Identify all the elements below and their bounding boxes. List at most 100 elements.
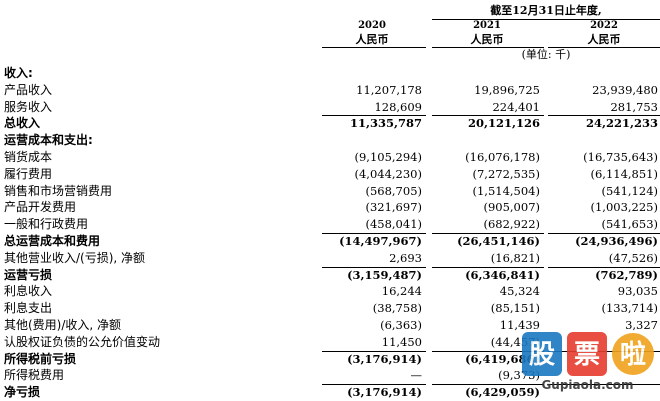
row-value-2021: (16,076,178) <box>465 149 540 164</box>
table-row: 其他营业收入/(亏损), 净额 2,693 (16,821) (47,526) <box>0 250 660 267</box>
row-value-2021: (682,922) <box>483 217 540 232</box>
year-2020: 2020 <box>358 20 386 31</box>
row-label: 服务收入 <box>4 99 53 114</box>
row-label: 其他营业收入/(亏损), 净额 <box>4 250 146 265</box>
table-row: 认股权证负债的公允价值变动 11,450 (44,457) <box>0 334 660 351</box>
row-value-2022: (6,114,851) <box>590 166 658 181</box>
row-value-2020: 11,335,787 <box>349 116 422 131</box>
row-label: 其他(费用)/收入, 净额 <box>4 317 122 332</box>
currency-rule-2021 <box>432 47 544 48</box>
row-value-2022: 3,327 <box>625 317 658 332</box>
row-value-2020: (458,041) <box>365 217 422 232</box>
row-label: 利息收入 <box>4 284 53 299</box>
row-value-2021: (905,007) <box>483 200 540 215</box>
table-row: 一般和行政费用 (458,041) (682,922) (541,653) <box>0 216 660 233</box>
unit-note: (单位: 千) <box>521 48 571 61</box>
watermark-char: 啦 <box>620 339 646 370</box>
currency-2022: 人民币 <box>587 33 621 46</box>
row-value-2022: (541,124) <box>601 183 658 198</box>
row-value-2021: 19,896,725 <box>474 82 540 97</box>
watermark-domain: Gupiaola.com <box>541 378 634 392</box>
row-value-2021: (26,451,146) <box>457 233 540 248</box>
row-label: 运营亏损 <box>4 267 53 282</box>
subtotal-rule <box>432 232 544 234</box>
watermark-logo: 股 票 啦 Gupiaola.com <box>520 330 655 398</box>
row-value-2022: (762,789) <box>595 267 658 282</box>
table-row: 运营成本和支出: <box>0 132 660 149</box>
row-value-2022: 93,035 <box>617 284 658 299</box>
currency-2020: 人民币 <box>355 33 389 46</box>
row-label: 运营成本和支出: <box>4 133 93 148</box>
subtotal-rule <box>548 232 660 234</box>
subtotal-rule <box>548 266 660 268</box>
row-label: 净亏损 <box>4 385 41 400</box>
row-value-2020: (14,497,967) <box>339 233 422 248</box>
row-label: 总收入 <box>4 116 41 131</box>
row-value-2020: (9,105,294) <box>354 149 422 164</box>
row-value-2020: (3,159,487) <box>347 267 422 282</box>
row-value-2022: 24,221,233 <box>585 116 658 131</box>
row-value-2022: 23,939,480 <box>592 82 658 97</box>
currency-rule-2020 <box>322 47 426 48</box>
row-label: 销售和市场营销费用 <box>4 183 113 198</box>
table-row: 其他(费用)/收入, 净额 (6,363) 11,439 3,327 <box>0 317 660 334</box>
currency-2021: 人民币 <box>470 33 504 46</box>
row-label: 履行费用 <box>4 166 53 181</box>
subtotal-rule <box>322 115 426 117</box>
row-value-2020: (3,176,914) <box>347 351 422 366</box>
row-value-2021: (85,151) <box>490 301 540 316</box>
row-value-2020: 2,693 <box>389 250 422 265</box>
subtotal-rule <box>548 384 660 386</box>
row-label: 利息支出 <box>4 301 53 316</box>
row-value-2020: — <box>410 368 423 383</box>
income-statement-table: 收入: 产品收入 11,207,178 19,896,725 23,939,480 服务收… <box>0 65 660 401</box>
currency-rule-2022 <box>548 47 660 48</box>
row-value-2021: (7,272,535) <box>472 166 540 181</box>
row-value-2020: 16,244 <box>381 284 422 299</box>
table-row: 收入: <box>0 65 660 82</box>
watermark-badges: 股 票 啦 <box>522 332 654 376</box>
table-row: 产品收入 11,207,178 19,896,725 23,939,480 <box>0 82 660 99</box>
subtotal-rule <box>432 115 544 117</box>
row-label: 一般和行政费用 <box>4 217 89 232</box>
row-value-2020: (3,176,914) <box>347 385 422 400</box>
subtotal-rule <box>432 266 544 268</box>
header-title: 截至12月31日止年度, <box>490 4 602 17</box>
table-row: 销售和市场营销费用 (568,705) (1,514,504) (541,124) <box>0 183 660 200</box>
year-2021: 2021 <box>473 20 501 31</box>
row-value-2021: (16,821) <box>490 250 540 265</box>
row-value-2021: (6,419,686) <box>465 351 540 366</box>
row-label: 产品开发费用 <box>4 200 77 215</box>
row-label: 销货成本 <box>4 149 53 164</box>
table-row: 服务收入 128,609 224,401 281,753 <box>0 99 660 116</box>
row-value-2022: (133,714) <box>601 301 658 316</box>
row-label: 收入: <box>4 66 33 80</box>
row-value-2020: (4,044,230) <box>354 166 422 181</box>
year-2022: 2022 <box>590 20 618 31</box>
header-rule <box>432 19 660 20</box>
subtotal-rule <box>322 350 426 352</box>
row-label: 产品收入 <box>4 82 53 97</box>
row-value-2021: 11,439 <box>499 317 540 332</box>
row-value-2020: (38,758) <box>372 301 422 316</box>
row-value-2021: (6,346,841) <box>465 267 540 282</box>
subtotal-rule <box>432 350 544 352</box>
table-row: 产品开发费用 (321,697) (905,007) (1,003,225) <box>0 199 660 216</box>
row-value-2020: (568,705) <box>365 183 422 198</box>
row-value-2021: (6,429,059) <box>465 385 540 400</box>
subtotal-rule <box>322 232 426 234</box>
row-value-2022: (47,526) <box>608 250 658 265</box>
row-value-2022: (16,735,643) <box>583 149 658 164</box>
row-label: 总运营成本和费用 <box>4 233 101 248</box>
row-value-2021: (1,514,504) <box>472 183 540 198</box>
row-value-2020: (321,697) <box>365 200 422 215</box>
watermark-char: 股 <box>529 340 555 370</box>
table-row: 净亏损 (3,176,914) (6,429,059) <box>0 384 660 401</box>
row-value-2022: (541,653) <box>601 217 658 232</box>
subtotal-rule <box>322 384 426 386</box>
row-value-2022: 281,753 <box>610 99 658 114</box>
row-value-2022: (1,003,225) <box>590 200 658 215</box>
table-row: 总运营成本和费用 (14,497,967) (26,451,146) (24,936,… <box>0 232 660 250</box>
row-value-2021: 45,324 <box>499 284 540 299</box>
row-label: 所得税前亏损 <box>4 351 77 366</box>
